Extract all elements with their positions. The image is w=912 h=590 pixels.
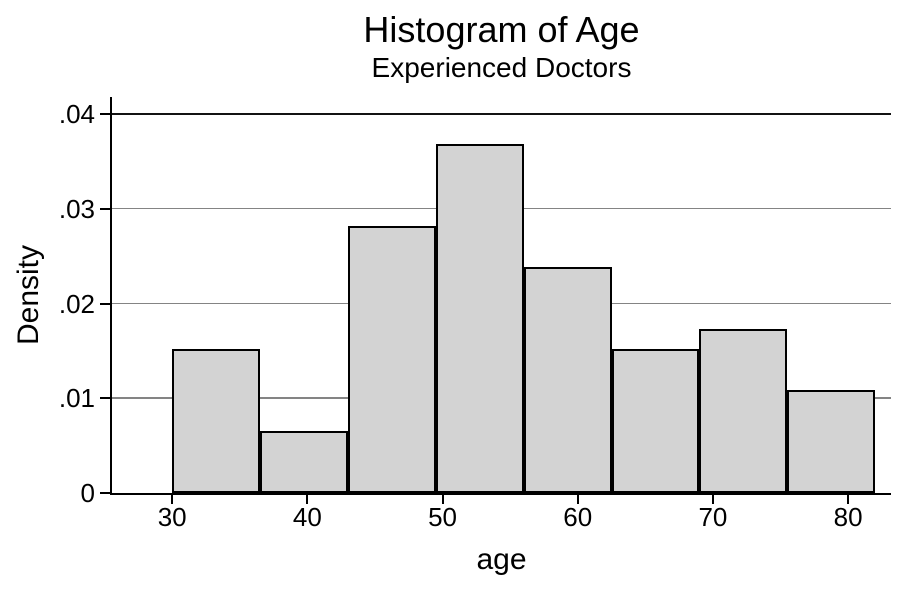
y-tick-0 <box>100 492 110 494</box>
x-tick-label-80: 80 <box>833 502 863 532</box>
gridline-y-.04 <box>112 113 891 116</box>
x-tick-label-30: 30 <box>157 502 187 532</box>
y-tick-label-.04: .04 <box>58 99 95 130</box>
y-tick-.04 <box>100 113 110 116</box>
chart-title: Histogram of Age <box>363 9 640 50</box>
y-tick-.02 <box>100 302 110 305</box>
histogram-bar <box>787 390 876 493</box>
x-tick-70 <box>711 495 714 504</box>
y-tick-label-.03: .03 <box>58 193 95 224</box>
x-tick-30 <box>171 495 174 504</box>
x-tick-40 <box>306 495 309 504</box>
y-tick-label-0: 0 <box>80 478 95 508</box>
histogram-bar <box>611 349 700 493</box>
plot-area: 0 .01 .02 .03 .04 30 40 50 60 70 80 <box>59 97 891 531</box>
y-tick-.01 <box>100 397 110 400</box>
y-tick-label-.01: .01 <box>58 383 95 414</box>
x-tick-label-50: 50 <box>428 502 457 532</box>
x-tick-label-60: 60 <box>563 502 593 532</box>
y-axis-line <box>110 97 112 493</box>
x-tick-80 <box>847 495 850 504</box>
histogram-bar <box>260 431 348 493</box>
x-axis-label: age <box>476 543 527 576</box>
y-tick-label-.02: .02 <box>58 288 95 319</box>
x-axis-line <box>110 493 891 495</box>
x-tick-label-70: 70 <box>698 502 728 532</box>
x-tick-60 <box>576 495 579 504</box>
x-tick-label-40: 40 <box>292 502 322 532</box>
histogram-bar <box>172 349 261 493</box>
histogram-bar <box>699 328 788 493</box>
chart-subtitle: Experienced Doctors <box>371 52 632 83</box>
y-tick-.03 <box>100 207 110 210</box>
x-tick-50 <box>441 495 444 504</box>
histogram-bar <box>347 226 436 493</box>
histogram-bar <box>435 143 524 493</box>
histogram-bar <box>523 267 612 493</box>
